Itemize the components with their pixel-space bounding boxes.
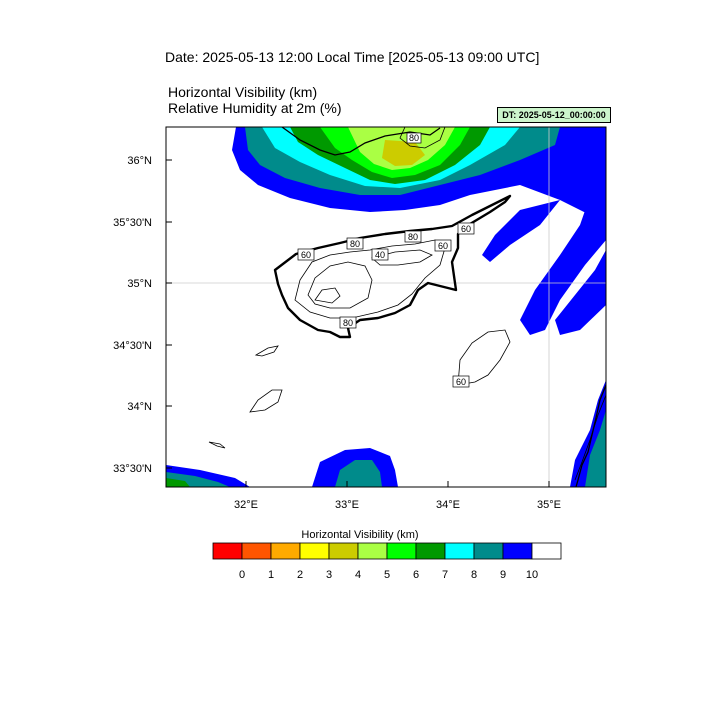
- lat-label: 36°N: [127, 155, 152, 167]
- colorbar-swatch: [357, 542, 388, 560]
- colorbar-title: Horizontal Visibility (km): [301, 529, 419, 541]
- lat-ticks: [166, 159, 172, 469]
- rh-contour-inner-4: [371, 249, 433, 266]
- cyprus-coastline: [273, 194, 512, 339]
- visibility-shade-8-se: [585, 410, 606, 487]
- map-plot-area: 80 60 80 80 40 60 60 80 60: [166, 127, 606, 487]
- lon-ticks: [245, 481, 550, 487]
- contour-label: 80: [343, 318, 353, 328]
- colorbar-tick-label: 3: [325, 569, 333, 581]
- lat-label: 35°30'N: [113, 217, 152, 229]
- colorbar: [212, 542, 562, 560]
- colorbar-swatch: [270, 542, 301, 560]
- lon-labels: 32°E 33°E 34°E 35°E: [234, 499, 561, 511]
- lat-label: 35°N: [127, 278, 152, 290]
- lon-label: 34°E: [436, 499, 460, 511]
- variable-title-humidity: Relative Humidity at 2m (%): [168, 100, 342, 116]
- lat-label: 34°N: [127, 401, 152, 413]
- colorbar-swatch: [212, 542, 243, 560]
- lat-label: 34°30'N: [113, 340, 152, 352]
- colorbar-swatch: [328, 542, 359, 560]
- colorbar-tick-label: 5: [383, 569, 391, 581]
- visibility-shade-8-south: [335, 460, 382, 487]
- rh-contour-south-1: [457, 329, 511, 386]
- colorbar-tick-label: 9: [499, 569, 507, 581]
- lon-label: 33°E: [335, 499, 359, 511]
- colorbar-swatch: [415, 542, 446, 560]
- forecast-init-badge: DT: 2025-05-12_00:00:00: [497, 107, 611, 123]
- rh-contour-south-3: [254, 345, 279, 357]
- colorbar-swatch: [386, 542, 417, 560]
- colorbar-swatch: [299, 542, 330, 560]
- lon-label: 32°E: [234, 499, 258, 511]
- colorbar-swatch: [531, 542, 562, 560]
- rh-contour-inner-3: [314, 287, 341, 304]
- colorbar-swatch: [241, 542, 272, 560]
- contour-label: 80: [408, 232, 418, 242]
- contour-label: 60: [438, 241, 448, 251]
- colorbar-tick-label: 1: [267, 569, 275, 581]
- rh-contour-north: [399, 127, 446, 149]
- contour-label: 60: [301, 250, 311, 260]
- lat-labels: 36°N 35°30'N 35°N 34°30'N 34°N 33°30'N: [113, 155, 152, 475]
- colorbar-tick-label: 2: [296, 569, 304, 581]
- colorbar-tick-label: 4: [354, 569, 362, 581]
- rh-contour-south-2: [249, 389, 283, 413]
- colorbar-swatch: [473, 542, 504, 560]
- colorbar-tick-label: 10: [525, 569, 539, 581]
- rh-contour-east-coast: [574, 394, 606, 481]
- colorbar-swatch: [444, 542, 475, 560]
- visibility-shade-9-mid: [482, 200, 560, 262]
- colorbar-tick-label: 0: [238, 569, 246, 581]
- contour-label: 80: [350, 239, 360, 249]
- variable-title-visibility: Horizontal Visibility (km): [168, 84, 318, 100]
- visibility-shade-9-east2: [555, 250, 606, 335]
- rh-contour-south-4: [208, 441, 226, 449]
- contour-label: 60: [461, 224, 471, 234]
- colorbar-tick-label: 7: [441, 569, 449, 581]
- rh-contour-inner-2: [307, 261, 373, 309]
- colorbar-swatch: [502, 542, 533, 560]
- coastline-east: [575, 384, 606, 487]
- page-title: Date: 2025-05-13 12:00 Local Time [2025-…: [165, 49, 540, 65]
- contour-label: 40: [375, 250, 385, 260]
- colorbar-tick-label: 6: [412, 569, 420, 581]
- contour-label: 80: [409, 133, 419, 143]
- rh-contour-inner-1: [294, 239, 446, 319]
- colorbar-tick-label: 8: [470, 569, 478, 581]
- lon-label: 35°E: [537, 499, 561, 511]
- visibility-shade-9-east: [520, 150, 606, 335]
- map-frame: [165, 126, 607, 488]
- contour-label-group: 80 60 80 80 40 60 60 80 60: [297, 132, 475, 388]
- lat-label: 33°30'N: [113, 463, 152, 475]
- visibility-shade-7-sw: [166, 478, 190, 487]
- contour-label: 60: [456, 377, 466, 387]
